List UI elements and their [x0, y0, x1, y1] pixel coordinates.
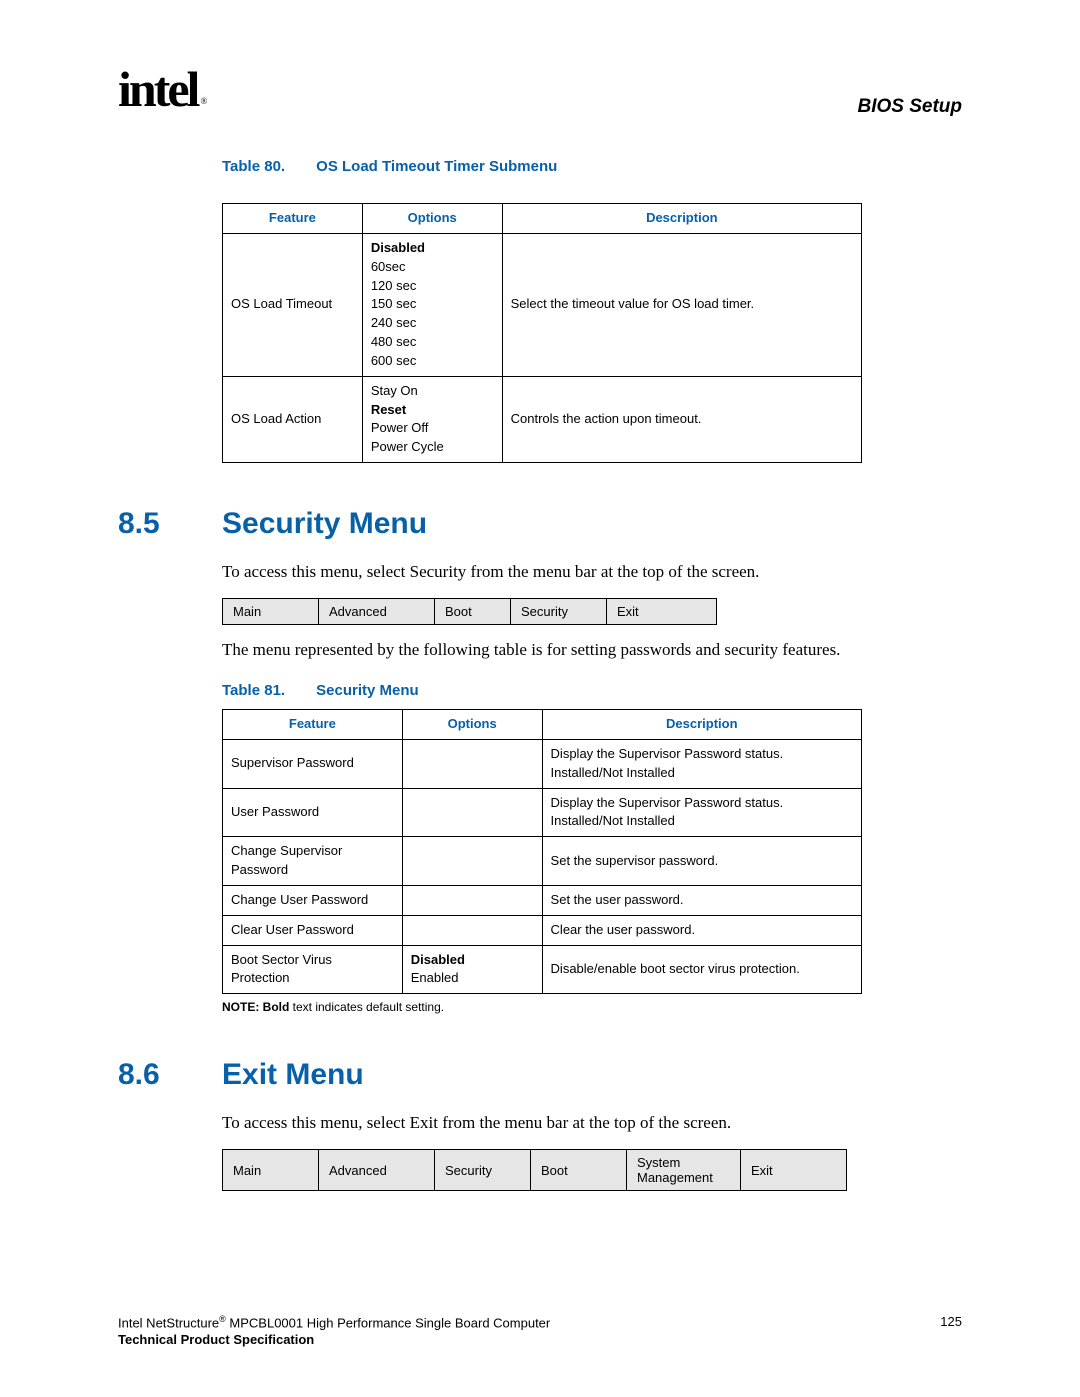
t81-r0-d: Display the Supervisor Password status. … — [542, 739, 861, 788]
section-85-num: 8.5 — [118, 507, 222, 541]
t81-r1-d: Display the Supervisor Password status. … — [542, 788, 861, 837]
page-header-row: intel® BIOS Setup — [118, 60, 962, 118]
table80-caption: Table 80. OS Load Timeout Timer Submenu — [222, 158, 962, 175]
table-row: Supervisor Password Display the Supervis… — [223, 739, 862, 788]
t80-r0-desc: Select the timeout value for OS load tim… — [502, 233, 861, 376]
menubar-item: Security — [435, 1150, 531, 1191]
t81-r3-d: Set the user password. — [542, 885, 861, 915]
t81-r5-d: Disable/enable boot sector virus protect… — [542, 945, 861, 994]
section-85-intro: To access this menu, select Security fro… — [222, 561, 962, 584]
t81-r0-f: Supervisor Password — [223, 739, 403, 788]
t80-r0-opt-bold: Disabled — [371, 240, 425, 255]
menubar-85: Main Advanced Boot Security Exit — [222, 598, 717, 625]
table-row: Change User Password Set the user passwo… — [223, 885, 862, 915]
logo-text: intel — [118, 61, 197, 117]
note-bold: NOTE: Bold — [222, 1000, 289, 1014]
menubar-86: Main Advanced Security Boot System Manag… — [222, 1149, 847, 1191]
section-86-body: To access this menu, select Exit from th… — [222, 1112, 962, 1191]
section-86-heading: 8.6 Exit Menu — [118, 1058, 962, 1092]
page-footer: Intel NetStructure® MPCBL0001 High Perfo… — [118, 1313, 962, 1349]
menubar-item: Exit — [607, 599, 717, 625]
t80-r1-opt-rest: Power Off Power Cycle — [371, 420, 444, 454]
header-title: BIOS Setup — [857, 96, 962, 118]
t81-r2-f: Change Supervisor Password — [223, 837, 403, 886]
footer-l2: Technical Product Specification — [118, 1331, 550, 1349]
table81-h1: Options — [402, 710, 542, 740]
section-85-after: The menu represented by the following ta… — [222, 639, 962, 662]
menubar-item: Advanced — [319, 1150, 435, 1191]
table80-h1: Options — [362, 204, 502, 234]
page-container: intel® BIOS Setup Table 80. OS Load Time… — [0, 0, 1080, 1397]
t80-r0-options: Disabled 60sec 120 sec 150 sec 240 sec 4… — [362, 233, 502, 376]
logo-registered: ® — [200, 96, 207, 106]
note-rest: text indicates default setting. — [289, 1000, 444, 1014]
menubar-item: Advanced — [319, 599, 435, 625]
intel-logo: intel® — [118, 60, 204, 118]
t80-r1-opt-bold: Reset — [371, 402, 406, 417]
menubar-item: Boot — [435, 599, 511, 625]
t81-r2-d: Set the supervisor password. — [542, 837, 861, 886]
t81-r2-o — [402, 837, 542, 886]
menubar-item: Main — [223, 599, 319, 625]
table81-header-row: Feature Options Description — [223, 710, 862, 740]
footer-l1-pre: Intel NetStructure — [118, 1315, 219, 1330]
footer-l1-post: MPCBL0001 High Performance Single Board … — [226, 1315, 550, 1330]
table-row: Change Supervisor Password Set the super… — [223, 837, 862, 886]
section-86-num: 8.6 — [118, 1058, 222, 1092]
table-row: Boot Sector Virus Protection Disabled En… — [223, 945, 862, 994]
t80-r1-desc: Controls the action upon timeout. — [502, 376, 861, 462]
t81-r1-o — [402, 788, 542, 837]
table80-h2: Description — [502, 204, 861, 234]
table81: Feature Options Description Supervisor P… — [222, 709, 862, 994]
table-row: OS Load Timeout Disabled 60sec 120 sec 1… — [223, 233, 862, 376]
table81-title: Security Menu — [316, 682, 419, 699]
t80-r0-feature: OS Load Timeout — [223, 233, 363, 376]
table81-h0: Feature — [223, 710, 403, 740]
menubar-item: Security — [511, 599, 607, 625]
t80-r0-opt-rest: 60sec 120 sec 150 sec 240 sec 480 sec 60… — [371, 259, 417, 368]
t81-r3-f: Change User Password — [223, 885, 403, 915]
t81-r3-o — [402, 885, 542, 915]
table-row: Clear User Password Clear the user passw… — [223, 915, 862, 945]
section-86-intro: To access this menu, select Exit from th… — [222, 1112, 962, 1135]
t80-r1-options: Stay On Reset Power Off Power Cycle — [362, 376, 502, 462]
t81-r5-o: Disabled Enabled — [402, 945, 542, 994]
table80-block: Table 80. OS Load Timeout Timer Submenu … — [222, 158, 962, 463]
menubar-item: Main — [223, 1150, 319, 1191]
table81-h2: Description — [542, 710, 861, 740]
table80-number: Table 80. — [222, 158, 312, 175]
t81-r1-f: User Password — [223, 788, 403, 837]
footer-page-num: 125 — [940, 1313, 962, 1349]
t81-r4-d: Clear the user password. — [542, 915, 861, 945]
section-85-heading: 8.5 Security Menu — [118, 507, 962, 541]
menubar-item: Exit — [741, 1150, 847, 1191]
section-85-body: To access this menu, select Security fro… — [222, 561, 962, 1014]
section-86-title: Exit Menu — [222, 1058, 364, 1092]
table81-number: Table 81. — [222, 682, 312, 699]
t81-r5-or: Enabled — [411, 970, 459, 985]
table80-title: OS Load Timeout Timer Submenu — [316, 158, 557, 175]
t81-r5-f: Boot Sector Virus Protection — [223, 945, 403, 994]
menubar-item: System Management — [627, 1150, 741, 1191]
table81-caption: Table 81. Security Menu — [222, 682, 962, 699]
table81-note: NOTE: Bold text indicates default settin… — [222, 1000, 962, 1014]
section-85-title: Security Menu — [222, 507, 427, 541]
table80-h0: Feature — [223, 204, 363, 234]
footer-reg: ® — [219, 1314, 226, 1324]
t80-r1-feature: OS Load Action — [223, 376, 363, 462]
t81-r4-o — [402, 915, 542, 945]
menubar-item: Boot — [531, 1150, 627, 1191]
table-row: OS Load Action Stay On Reset Power Off P… — [223, 376, 862, 462]
t81-r5-ob: Disabled — [411, 952, 465, 967]
footer-left: Intel NetStructure® MPCBL0001 High Perfo… — [118, 1313, 550, 1349]
t81-r4-f: Clear User Password — [223, 915, 403, 945]
table80: Feature Options Description OS Load Time… — [222, 203, 862, 463]
t81-r0-o — [402, 739, 542, 788]
table-row: User Password Display the Supervisor Pas… — [223, 788, 862, 837]
t80-r1-opt-pre: Stay On — [371, 383, 418, 398]
table80-header-row: Feature Options Description — [223, 204, 862, 234]
